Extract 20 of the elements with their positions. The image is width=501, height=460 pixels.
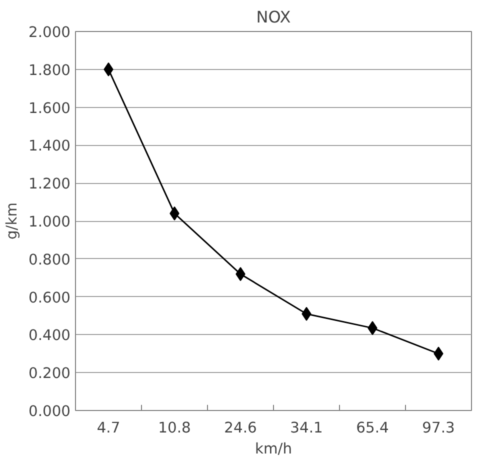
x-tick-label: 34.1 [290,420,323,436]
y-tick-label: 0.800 [28,251,71,268]
y-tick-label: 2.000 [28,24,71,41]
chart-title: NOX [256,8,291,26]
y-axis-title: g/km [4,202,21,240]
x-axis-title: km/h [255,440,292,458]
y-tick-label: 0.200 [28,365,71,382]
y-tick-label: 0.600 [28,289,71,306]
x-tick-label: 65.4 [356,420,389,436]
y-tick-label: 0.000 [28,403,71,420]
x-tick-label: 24.6 [224,420,257,436]
y-tick-label: 1.400 [28,138,71,155]
x-tick-label: 10.8 [158,420,191,436]
y-tick-label: 1.000 [28,214,71,230]
y-tick-label: 1.600 [28,100,71,117]
x-tick-label: 4.7 [96,420,120,436]
y-tick-label: 1.200 [28,176,71,193]
y-tick-label: 0.400 [28,327,71,344]
y-tick-label: 1.800 [28,62,71,79]
x-tick-label: 97.3 [422,420,455,436]
